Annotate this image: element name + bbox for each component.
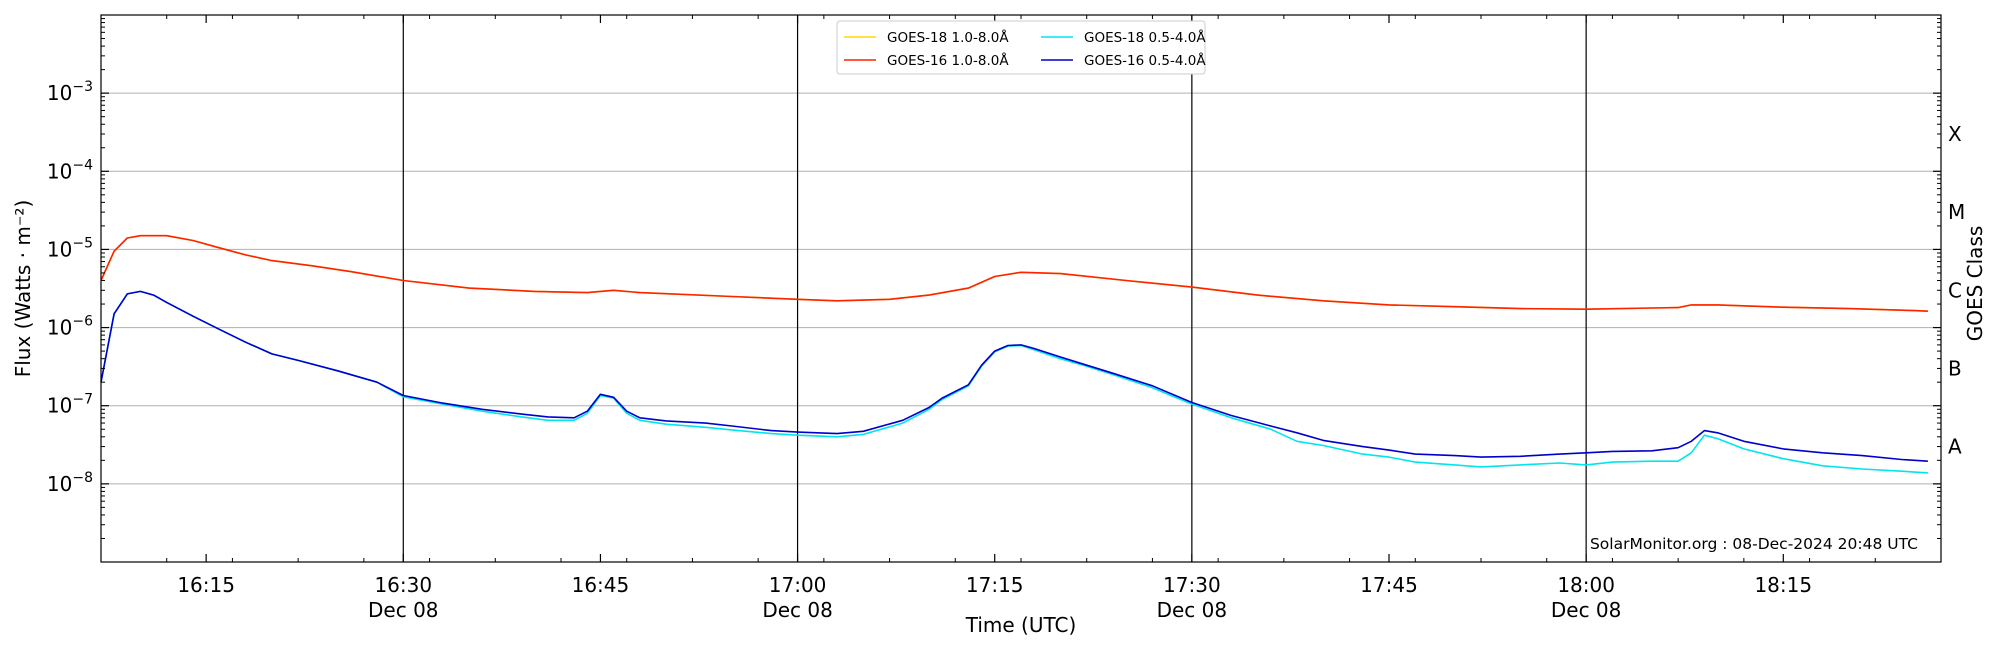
x-tick-label: 16:30 <box>374 573 432 597</box>
y-axis-ticks: 10−8 10−7 10−6 10−5 10−4 10−3 <box>47 18 1941 539</box>
x-tick-label: 16:15 <box>177 573 235 597</box>
legend-entry: GOES-18 1.0-8.0Å <box>887 29 1009 46</box>
x-tick-date-label: Dec 08 <box>1157 598 1228 622</box>
x-tick-date-label: Dec 08 <box>762 598 833 622</box>
legend-entry: GOES-18 0.5-4.0Å <box>1084 29 1206 46</box>
goes-class-a-label: A <box>1948 435 1962 459</box>
legend-entry: GOES-16 0.5-4.0Å <box>1084 52 1206 69</box>
credit-annotation: SolarMonitor.org : 08-Dec-2024 20:48 UTC <box>1590 535 1918 553</box>
x-tick-date-label: Dec 08 <box>368 598 439 622</box>
x-tick-date-label: Dec 08 <box>1551 598 1622 622</box>
x-tick-label: 17:30 <box>1163 573 1221 597</box>
y-tick-label: 10−6 <box>47 314 93 340</box>
right-axis-title: GOES Class <box>1963 226 1987 342</box>
day-lines <box>402 15 1587 562</box>
goes-class-x-label: X <box>1948 122 1962 146</box>
series-line <box>100 290 1928 462</box>
legend-entry: GOES-16 1.0-8.0Å <box>887 52 1009 69</box>
goes-class-b-label: B <box>1948 356 1962 380</box>
x-tick-label: 18:15 <box>1754 573 1812 597</box>
x-tick-label: 17:00 <box>769 573 827 597</box>
y-tick-label: 10−5 <box>47 235 93 261</box>
y-tick-label: 10−4 <box>47 157 93 183</box>
goes-class-c-label: C <box>1948 278 1962 302</box>
grid <box>101 92 1941 485</box>
legend-box <box>836 20 1206 75</box>
y-tick-label: 10−3 <box>47 79 93 105</box>
x-tick-label: 17:15 <box>966 573 1024 597</box>
y-tick-label: 10−7 <box>47 392 93 418</box>
x-tick-label: 17:45 <box>1360 573 1418 597</box>
x-tick-label: 18:00 <box>1557 573 1615 597</box>
goes-class-labels: A B C M X <box>1948 122 1965 459</box>
y-tick-label: 10−8 <box>47 470 93 496</box>
series-lines <box>100 234 1928 474</box>
goes-class-m-label: M <box>1948 200 1965 224</box>
x-axis-title: Time (UTC) <box>965 613 1077 637</box>
legend: GOES-18 1.0-8.0Å GOES-16 1.0-8.0Å GOES-18 … <box>836 20 1206 75</box>
y-axis-title: Flux (Watts · m⁻²) <box>11 200 35 378</box>
x-tick-label: 16:45 <box>572 573 630 597</box>
series-line <box>100 234 1928 312</box>
